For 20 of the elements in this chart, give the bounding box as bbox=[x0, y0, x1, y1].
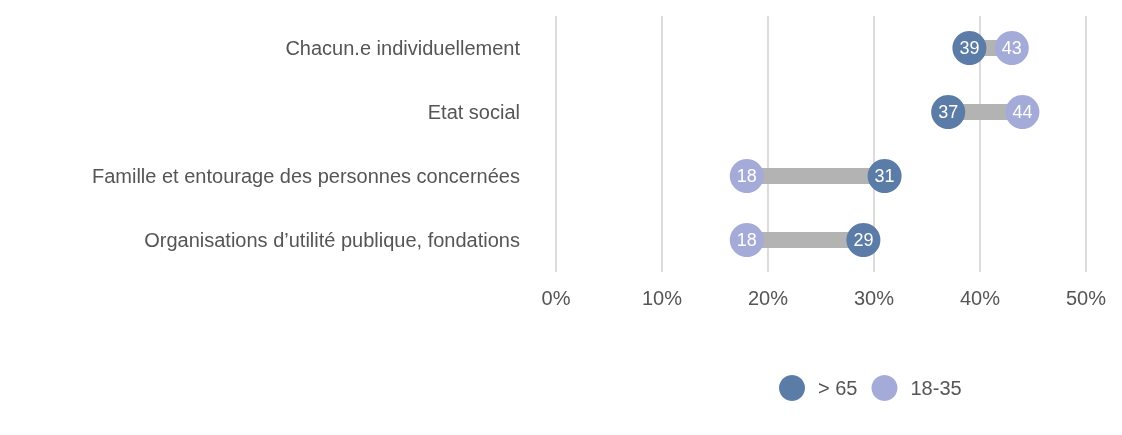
data-label: 39 bbox=[959, 38, 980, 58]
data-label: 29 bbox=[853, 230, 874, 250]
x-tick-label: 50% bbox=[1065, 287, 1107, 309]
y-tick-label: Famille et entourage des personnes concernées bbox=[91, 165, 520, 187]
data-label: 37 bbox=[938, 102, 959, 122]
y-tick-label: Chacun.e individuellement bbox=[285, 37, 521, 59]
data-label: 31 bbox=[874, 166, 895, 186]
y-tick-label: Organisations d’utilité publique, fondations bbox=[144, 229, 520, 251]
x-tick-label: 10% bbox=[641, 287, 683, 309]
x-tick-label: 20% bbox=[747, 287, 789, 309]
legend-label: 18-35 bbox=[910, 377, 962, 399]
x-tick-label: 0% bbox=[541, 287, 571, 309]
data-label: 43 bbox=[1001, 38, 1022, 58]
data-label: 18 bbox=[736, 230, 757, 250]
x-tick-label: 30% bbox=[853, 287, 895, 309]
data-label: 18 bbox=[736, 166, 757, 186]
y-tick-label: Etat social bbox=[427, 101, 520, 123]
legend-label: > 65 bbox=[818, 377, 858, 399]
data-label: 44 bbox=[1012, 102, 1033, 122]
x-tick-label: 40% bbox=[959, 287, 1001, 309]
